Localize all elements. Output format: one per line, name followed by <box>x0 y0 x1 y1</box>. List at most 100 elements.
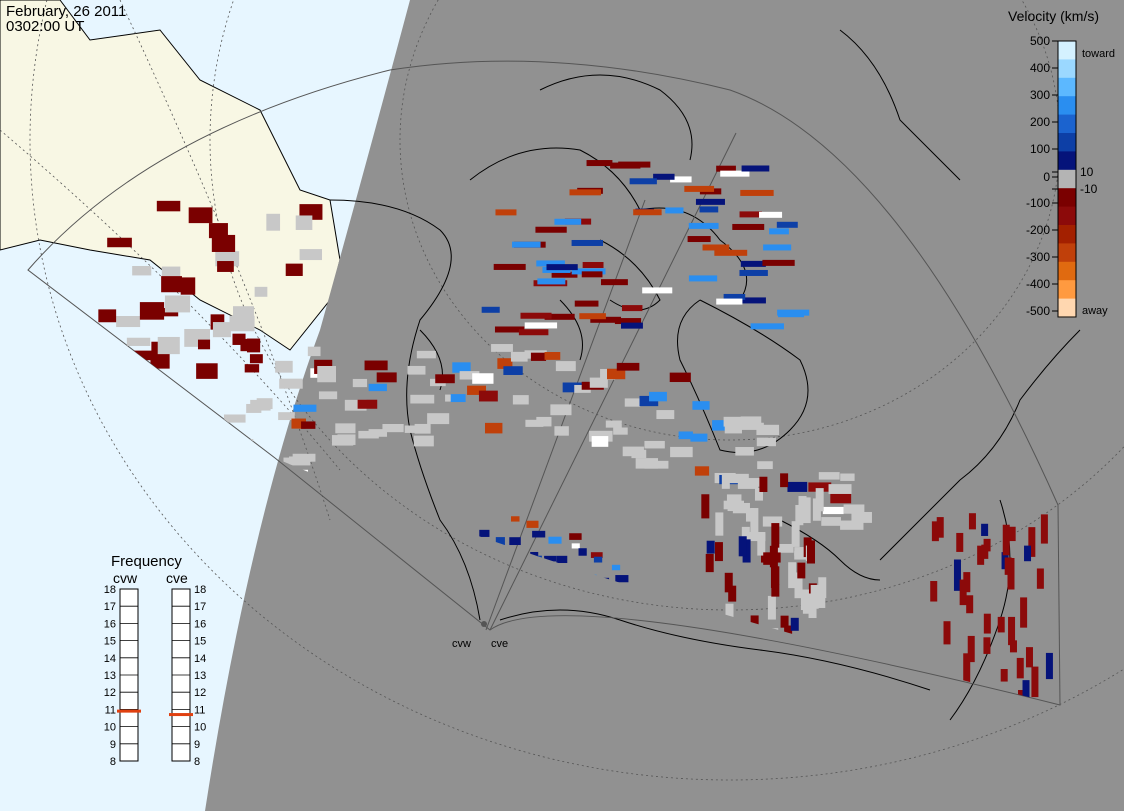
velocity-cell <box>491 344 513 352</box>
velocity-cell <box>246 338 261 353</box>
velocity-cell <box>544 313 575 320</box>
radar-label-cvw: cvw <box>452 638 471 650</box>
velocity-cell <box>810 584 819 609</box>
velocity-cell <box>427 413 450 425</box>
velocity-cell <box>963 572 971 593</box>
colorbar-swatch <box>1058 41 1076 60</box>
velocity-cell <box>997 616 1005 633</box>
velocity-cell <box>739 269 768 276</box>
velocity-cell <box>678 431 693 440</box>
frequency-tick-label-right: 13 <box>194 670 206 682</box>
velocity-cell <box>808 482 832 492</box>
velocity-cell <box>705 553 714 573</box>
colorbar-toward-label: toward <box>1082 48 1115 60</box>
velocity-cell <box>794 572 803 599</box>
colorbar-tick-label: 400 <box>1030 61 1050 75</box>
velocity-cell <box>1002 524 1010 556</box>
velocity-cell <box>525 419 544 427</box>
velocity-cell <box>571 239 604 246</box>
velocity-cell <box>292 453 316 462</box>
velocity-cell <box>715 512 724 536</box>
velocity-cell <box>530 352 547 361</box>
velocity-cell <box>843 504 865 514</box>
velocity-cell <box>134 350 154 361</box>
velocity-cell <box>352 378 368 388</box>
velocity-cell <box>536 416 552 427</box>
velocity-cell <box>368 383 387 392</box>
velocity-cell <box>624 398 641 407</box>
frequency-tick-label-left: 15 <box>104 636 116 648</box>
colorbar-swatch <box>1058 280 1076 300</box>
velocity-cell <box>344 399 367 411</box>
velocity-cell <box>983 613 991 634</box>
velocity-cell <box>1025 647 1033 668</box>
velocity-cell <box>1009 640 1017 653</box>
colorbar-swatch <box>1058 298 1076 318</box>
velocity-cell <box>376 372 397 383</box>
velocity-cell <box>535 226 567 233</box>
velocity-cell <box>1040 514 1048 544</box>
velocity-cell <box>244 364 260 373</box>
velocity-cell <box>953 559 961 591</box>
frequency-tick-label-left: 11 <box>105 704 116 716</box>
velocity-cell <box>740 260 766 267</box>
velocity-cell <box>526 520 539 528</box>
velocity-cell <box>416 350 436 359</box>
frequency-tick-label-left: 13 <box>104 670 116 682</box>
velocity-cell <box>712 420 732 431</box>
velocity-cell <box>802 497 811 524</box>
frequency-tick-label-right: 9 <box>194 739 200 751</box>
velocity-cell <box>642 287 673 294</box>
velocity-cell <box>551 271 578 278</box>
velocity-cell <box>629 178 657 185</box>
velocity-cell <box>556 555 568 564</box>
velocity-cell <box>266 213 281 231</box>
velocity-cell <box>591 436 609 447</box>
frequency-tick-label-right: 11 <box>194 704 205 716</box>
velocity-cell <box>536 260 565 267</box>
velocity-cell <box>723 293 746 300</box>
velocity-cell <box>621 322 643 329</box>
velocity-cell <box>745 508 754 522</box>
colorbar-swatch <box>1058 114 1076 134</box>
velocity-cell <box>291 418 306 429</box>
velocity-cell <box>212 322 231 338</box>
velocity-cell <box>684 185 715 192</box>
velocity-cell <box>459 371 480 380</box>
colorbar-title: Velocity (km/s) <box>1008 8 1099 24</box>
velocity-cell <box>407 365 426 375</box>
velocity-cell <box>318 391 338 400</box>
velocity-cell <box>249 354 263 364</box>
velocity-cell <box>1000 669 1008 682</box>
frequency-tick-label-right: 10 <box>194 722 206 734</box>
velocity-cell <box>1024 545 1032 562</box>
velocity-cell <box>571 543 580 549</box>
velocity-cell <box>481 306 500 313</box>
frequency-tick-label-left: 18 <box>104 584 116 596</box>
velocity-cell <box>548 536 562 544</box>
velocity-cell <box>503 366 523 375</box>
velocity-cell <box>562 382 585 393</box>
velocity-cell <box>335 423 356 434</box>
velocity-cell <box>771 584 780 597</box>
velocity-cell <box>278 412 295 421</box>
velocity-cell <box>211 234 236 252</box>
velocity-cell <box>653 173 675 180</box>
velocity-cell <box>404 425 420 433</box>
velocity-cell <box>702 244 730 251</box>
velocity-cell <box>495 209 517 216</box>
velocity-cell <box>769 545 778 568</box>
frequency-tick-label-right: 16 <box>194 618 206 630</box>
velocity-cell <box>217 261 234 272</box>
radar-site-cvw <box>481 621 487 627</box>
velocity-cell <box>510 351 528 362</box>
velocity-cell <box>1004 557 1012 575</box>
velocity-cell <box>966 595 974 614</box>
velocity-cell <box>493 263 526 270</box>
velocity-cell <box>767 595 776 620</box>
velocity-cell <box>750 323 784 330</box>
velocity-cell <box>317 365 336 383</box>
velocity-cell <box>589 377 608 388</box>
velocity-cell <box>741 422 764 430</box>
velocity-cell <box>518 329 549 336</box>
